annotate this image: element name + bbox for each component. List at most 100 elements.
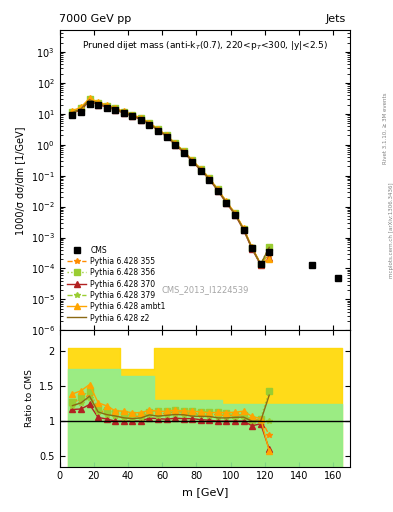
Pythia 6.428 370 <box>164 134 169 140</box>
Pythia 6.428 z2 <box>79 106 83 112</box>
CMS <box>224 200 229 206</box>
Pythia 6.428 z2 <box>267 244 272 250</box>
Pythia 6.428 355 <box>96 100 101 106</box>
Pythia 6.428 z2 <box>70 110 75 116</box>
Pythia 6.428 379 <box>96 100 101 106</box>
Pythia 6.428 370 <box>130 113 135 119</box>
CMS <box>130 113 135 119</box>
Pythia 6.428 370 <box>70 110 75 116</box>
Pythia 6.428 356 <box>181 148 186 154</box>
Pythia 6.428 z2 <box>164 133 169 139</box>
Pythia 6.428 355 <box>138 116 143 122</box>
Pythia 6.428 ambt1 <box>130 112 135 118</box>
Pythia 6.428 355 <box>215 187 220 193</box>
Pythia 6.428 355 <box>181 148 186 154</box>
CMS <box>267 248 272 254</box>
Pythia 6.428 z2 <box>233 211 237 217</box>
CMS <box>173 142 178 148</box>
Pythia 6.428 356 <box>147 120 152 126</box>
Pythia 6.428 ambt1 <box>87 95 92 101</box>
Pythia 6.428 370 <box>267 255 272 262</box>
Pythia 6.428 356 <box>233 210 237 217</box>
Legend: CMS, Pythia 6.428 355, Pythia 6.428 356, Pythia 6.428 370, Pythia 6.428 379, Pyt: CMS, Pythia 6.428 355, Pythia 6.428 356,… <box>63 242 169 327</box>
Pythia 6.428 356 <box>250 245 254 251</box>
Pythia 6.428 379 <box>224 199 229 205</box>
Pythia 6.428 379 <box>267 248 272 254</box>
Pythia 6.428 ambt1 <box>215 186 220 193</box>
Pythia 6.428 370 <box>224 200 229 206</box>
Y-axis label: 1000/σ dσ/dm [1/GeV]: 1000/σ dσ/dm [1/GeV] <box>15 126 25 234</box>
Pythia 6.428 379 <box>147 120 152 126</box>
CMS <box>310 262 314 268</box>
CMS <box>156 128 160 134</box>
Pythia 6.428 379 <box>233 211 237 217</box>
CMS <box>87 101 92 107</box>
Text: Jets: Jets <box>325 14 346 25</box>
Pythia 6.428 355 <box>250 245 254 251</box>
Pythia 6.428 ambt1 <box>147 119 152 125</box>
Pythia 6.428 379 <box>79 106 83 112</box>
Pythia 6.428 356 <box>104 102 109 109</box>
Pythia 6.428 ambt1 <box>104 102 109 108</box>
Pythia 6.428 ambt1 <box>173 140 178 146</box>
Pythia 6.428 355 <box>104 103 109 109</box>
Pythia 6.428 356 <box>113 105 118 112</box>
Pythia 6.428 370 <box>250 246 254 252</box>
Pythia 6.428 370 <box>173 142 178 148</box>
Pythia 6.428 370 <box>104 104 109 110</box>
Pythia 6.428 z2 <box>138 116 143 122</box>
Pythia 6.428 355 <box>173 141 178 147</box>
Line: Pythia 6.428 356: Pythia 6.428 356 <box>70 96 272 267</box>
Pythia 6.428 356 <box>215 186 220 193</box>
Line: CMS: CMS <box>70 101 340 281</box>
CMS <box>258 261 263 267</box>
Pythia 6.428 355 <box>190 157 195 163</box>
Pythia 6.428 370 <box>79 106 83 113</box>
Pythia 6.428 370 <box>198 167 203 174</box>
CMS <box>250 245 254 251</box>
CMS <box>121 110 126 116</box>
Pythia 6.428 356 <box>190 157 195 163</box>
Pythia 6.428 ambt1 <box>258 261 263 267</box>
Pythia 6.428 ambt1 <box>190 157 195 163</box>
Pythia 6.428 356 <box>207 175 212 181</box>
Line: Pythia 6.428 379: Pythia 6.428 379 <box>70 97 272 267</box>
Pythia 6.428 z2 <box>224 199 229 205</box>
Pythia 6.428 356 <box>198 166 203 172</box>
Line: Pythia 6.428 ambt1: Pythia 6.428 ambt1 <box>70 95 272 267</box>
Pythia 6.428 356 <box>130 112 135 118</box>
Pythia 6.428 z2 <box>181 148 186 155</box>
Pythia 6.428 355 <box>233 210 237 217</box>
Text: mcplots.cern.ch [arXiv:1306.3436]: mcplots.cern.ch [arXiv:1306.3436] <box>389 183 393 278</box>
Pythia 6.428 379 <box>138 116 143 122</box>
Pythia 6.428 355 <box>156 126 160 133</box>
CMS <box>96 102 101 108</box>
Line: Pythia 6.428 z2: Pythia 6.428 z2 <box>72 100 269 264</box>
Pythia 6.428 ambt1 <box>198 166 203 172</box>
Pythia 6.428 z2 <box>190 158 195 164</box>
Pythia 6.428 379 <box>113 106 118 112</box>
Pythia 6.428 379 <box>130 113 135 119</box>
CMS <box>104 104 109 111</box>
Line: Pythia 6.428 355: Pythia 6.428 355 <box>70 97 272 267</box>
Pythia 6.428 z2 <box>198 167 203 173</box>
Pythia 6.428 ambt1 <box>267 256 272 262</box>
Pythia 6.428 356 <box>96 100 101 106</box>
Pythia 6.428 355 <box>224 199 229 205</box>
Pythia 6.428 z2 <box>96 100 101 106</box>
CMS <box>207 177 212 183</box>
Pythia 6.428 370 <box>113 106 118 113</box>
Pythia 6.428 ambt1 <box>250 244 254 250</box>
Pythia 6.428 ambt1 <box>121 109 126 115</box>
Pythia 6.428 379 <box>258 261 263 267</box>
Pythia 6.428 ambt1 <box>96 99 101 105</box>
Pythia 6.428 ambt1 <box>164 132 169 138</box>
Pythia 6.428 z2 <box>87 97 92 103</box>
CMS <box>198 167 203 174</box>
Line: Pythia 6.428 370: Pythia 6.428 370 <box>70 98 272 268</box>
Pythia 6.428 356 <box>258 261 263 267</box>
Pythia 6.428 379 <box>250 245 254 251</box>
Text: Pruned dijet mass (anti-k$_T$(0.7), 220<p$_T$<300, |y|<2.5): Pruned dijet mass (anti-k$_T$(0.7), 220<… <box>82 39 328 52</box>
Pythia 6.428 z2 <box>147 120 152 126</box>
CMS <box>233 211 237 218</box>
